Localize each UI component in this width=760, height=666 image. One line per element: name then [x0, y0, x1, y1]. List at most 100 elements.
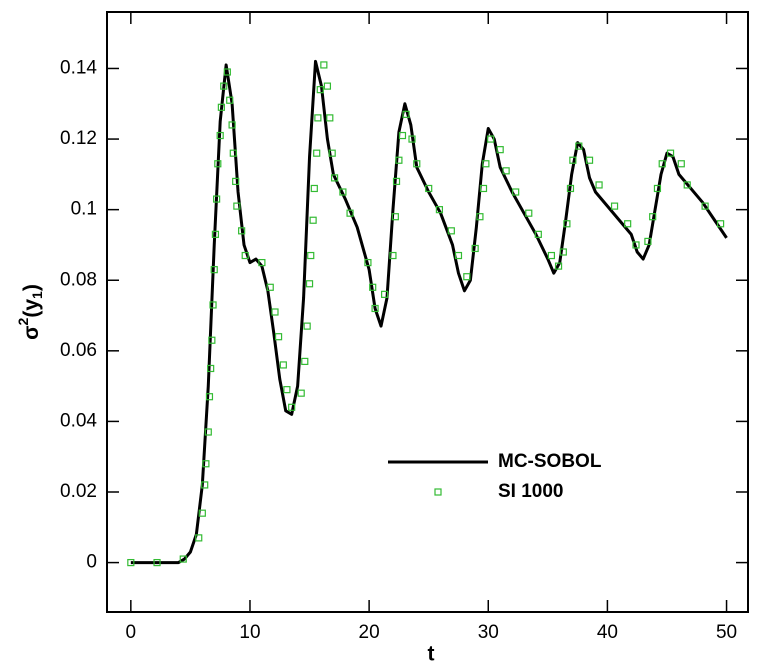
scatter-point: [632, 241, 640, 249]
scatter-point: [297, 389, 305, 397]
y-tick-label: 0.08: [60, 269, 97, 290]
scatter-point: [413, 160, 421, 168]
x-tick-label: 40: [597, 622, 618, 643]
scatter-point: [339, 188, 347, 196]
y-tick-label: 0.06: [60, 340, 97, 361]
scatter-point: [364, 258, 372, 267]
y-axis-title: σ2(y1): [15, 284, 45, 340]
scatter-point: [207, 364, 215, 373]
scatter-point: [392, 177, 401, 186]
legend-label: SI 1000: [498, 481, 564, 502]
scatter-point: [208, 336, 216, 344]
plot-frame: [106, 11, 749, 613]
scatter-point: [307, 251, 315, 260]
series-line: [130, 59, 728, 565]
scatter-point: [547, 251, 556, 260]
scatter-point: [328, 149, 336, 157]
scatter-point: [395, 156, 403, 164]
scatter-point: [575, 142, 583, 150]
y-tick-label: 0: [86, 552, 97, 573]
scatter-point: [479, 184, 488, 193]
scatter-point: [127, 558, 135, 567]
scatter-point: [624, 220, 632, 228]
scatter-point: [233, 202, 241, 210]
scatter-point: [371, 304, 379, 313]
y-title-part: σ: [20, 325, 43, 339]
scatter-point: [301, 357, 309, 366]
scatter-point: [683, 181, 691, 189]
scatter-point: [649, 213, 657, 221]
scatter-point: [566, 184, 575, 193]
scatter-point: [471, 244, 479, 253]
scatter-point: [644, 237, 652, 246]
scatter-point: [496, 146, 504, 154]
scatter-point: [226, 96, 234, 104]
scatter-point: [198, 509, 206, 517]
scatter-point: [205, 393, 214, 401]
scatter-point: [303, 322, 311, 330]
scatter-point: [398, 131, 407, 140]
scatter-point: [220, 82, 228, 90]
scatter-point: [179, 555, 187, 563]
scatter-point: [320, 61, 328, 69]
scatter-point: [274, 333, 283, 341]
scatter-point: [214, 160, 222, 168]
scatter-point: [476, 213, 484, 221]
scatter-point: [216, 131, 224, 140]
scatter-point: [559, 248, 567, 256]
scatter-point: [381, 290, 389, 298]
scatter-point: [323, 82, 332, 90]
scatter-point: [279, 361, 287, 369]
scatter-point: [223, 68, 231, 76]
y-title-part: 1: [29, 291, 45, 299]
scatter-point: [346, 209, 354, 217]
y-title-part: 2: [15, 317, 31, 325]
y-tick-label: 0.1: [71, 199, 97, 220]
x-tick-label: 50: [716, 622, 737, 643]
scatter-point: [211, 230, 220, 238]
scatter-point: [229, 149, 237, 157]
scatter-point: [310, 184, 318, 193]
scatter-point: [316, 86, 324, 94]
scatter-point: [595, 181, 603, 189]
scatter-point: [402, 110, 410, 118]
scatter-point: [666, 149, 675, 157]
scatter-point: [195, 534, 203, 542]
x-tick-label: 0: [126, 622, 137, 643]
scatter-point: [463, 273, 471, 281]
scatter-point: [525, 209, 533, 217]
x-tick-label: 30: [478, 622, 499, 643]
scatter-point: [209, 301, 217, 309]
scatter-point: [701, 202, 709, 210]
scatter-point: [425, 184, 433, 193]
scatter-point: [534, 230, 542, 238]
scatter-point: [512, 188, 520, 196]
scatter-point: [502, 167, 510, 175]
scatter-point: [330, 174, 339, 182]
scatter-point: [314, 114, 322, 122]
scatter-point: [716, 220, 725, 228]
scatter-point: [447, 227, 455, 235]
scatter-point: [202, 460, 210, 468]
y-tick-label: 0.02: [60, 481, 97, 502]
scatter-point: [369, 283, 377, 291]
scatter-point: [288, 403, 296, 411]
scatter-point: [677, 160, 685, 168]
x-tick-label: 20: [359, 622, 380, 643]
scatter-point: [309, 216, 317, 224]
scatter-point: [610, 202, 619, 210]
scatter-point: [658, 160, 666, 168]
y-tick-label: 0.14: [60, 57, 97, 78]
scatter-point: [482, 160, 490, 168]
scatter-point: [201, 481, 209, 489]
scatter-point: [389, 251, 397, 260]
scatter-point: [305, 280, 314, 288]
scatter-point: [326, 114, 334, 122]
legend-label: MC-SOBOL: [498, 451, 602, 472]
y-tick-label: 0.12: [60, 128, 97, 149]
scatter-point: [241, 251, 249, 260]
scatter-point: [210, 266, 218, 274]
scatter-point: [554, 262, 563, 270]
